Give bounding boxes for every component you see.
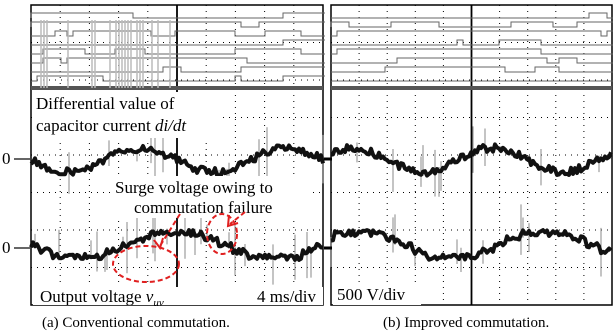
digital-band [31,86,323,90]
figure: Differential value of capacitor current … [0,0,616,334]
surge-label: commutation failure [134,198,272,217]
digital-band [331,86,612,90]
time-scale: 4 ms/div [257,287,317,306]
current-label-line: Differential value of [36,94,175,113]
current-symbol: di/dt [155,116,187,135]
zero-label: 0 [2,238,11,257]
caption: (a) Conventional commutation. [42,315,230,331]
zero-label: 0 [2,149,11,168]
caption: (b) Improved commutation. [383,315,549,331]
voltage-scale: 500 V/div [337,285,406,304]
current-label-line: capacitor current [36,116,155,135]
current-label: capacitor current di/dt [36,116,187,135]
voltage-label: Output voltage vuv [40,287,164,309]
current-label: Differential value of [36,94,175,113]
voltage-label-text: Output voltage [40,287,146,306]
voltage-subscript: uv [153,297,164,309]
scope-layer [31,5,613,305]
surge-label: Surge voltage owing to [115,178,273,197]
